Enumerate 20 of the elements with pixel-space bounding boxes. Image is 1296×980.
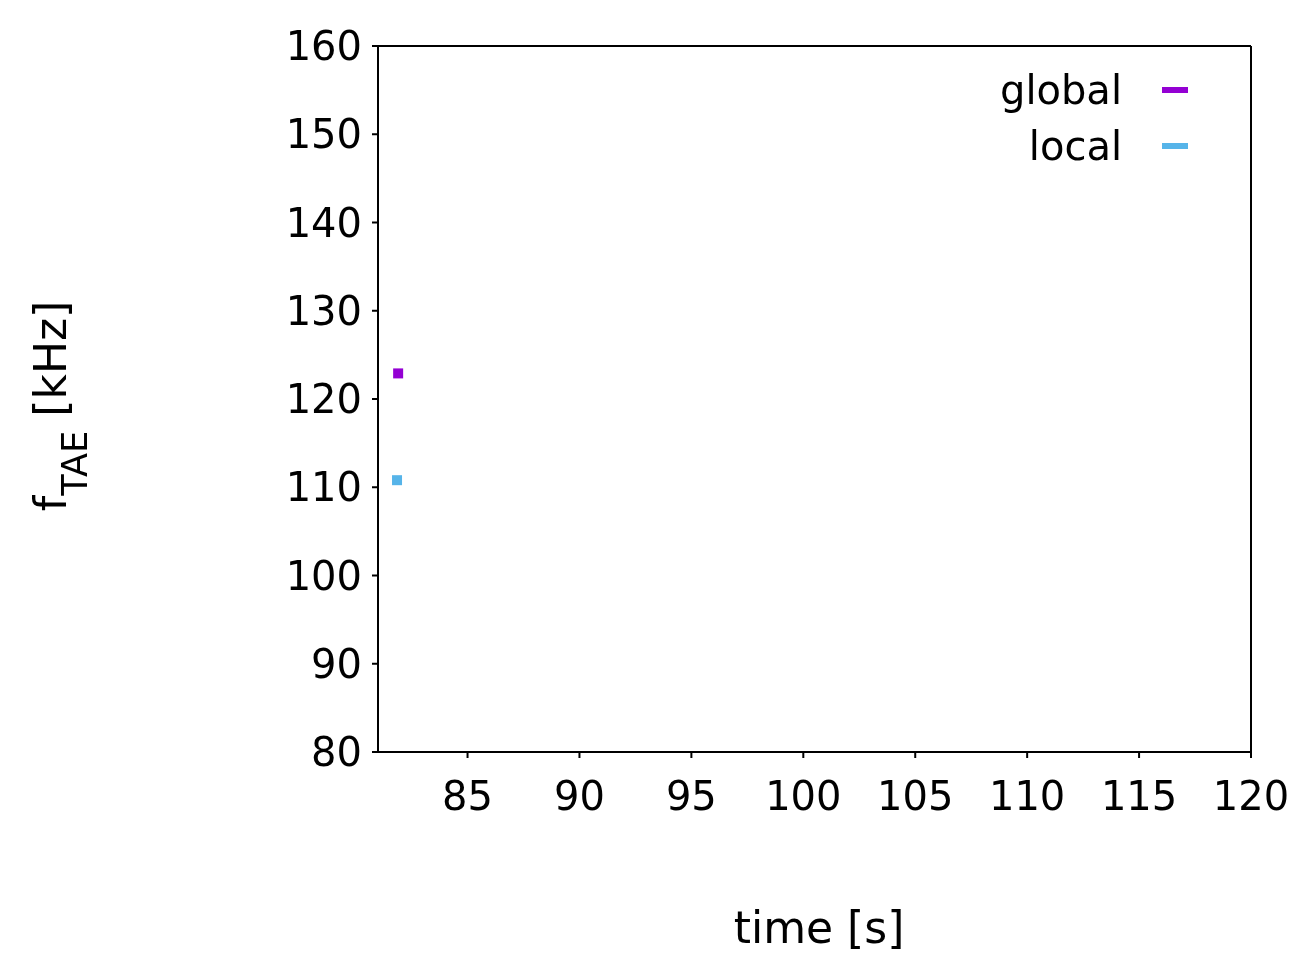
x-tick-label: 110 — [988, 773, 1066, 820]
y-tick-label: 90 — [311, 640, 362, 687]
y-tick-label: 110 — [285, 464, 362, 511]
x-tick-label: 115 — [1100, 773, 1178, 820]
legend-label: local — [1028, 123, 1122, 169]
y-tick-label: 120 — [285, 376, 362, 423]
y-tick-label: 130 — [285, 287, 362, 334]
x-tick-label: 85 — [442, 773, 493, 820]
y-tick-label: 80 — [311, 729, 362, 776]
x-tick-label: 120 — [1212, 773, 1290, 820]
x-tick-label: 90 — [554, 773, 605, 820]
y-tick-label: 160 — [285, 23, 362, 70]
y-tick-label: 100 — [285, 552, 362, 599]
x-tick-label: 105 — [877, 773, 954, 820]
x-tick-label: 95 — [665, 773, 717, 820]
y-tick-label: 150 — [285, 111, 362, 158]
y-tick-label: 140 — [285, 199, 362, 246]
legend-label: global — [1000, 67, 1122, 113]
x-axis-title: time [s] — [733, 902, 905, 953]
x-tick-label: 100 — [765, 773, 842, 820]
